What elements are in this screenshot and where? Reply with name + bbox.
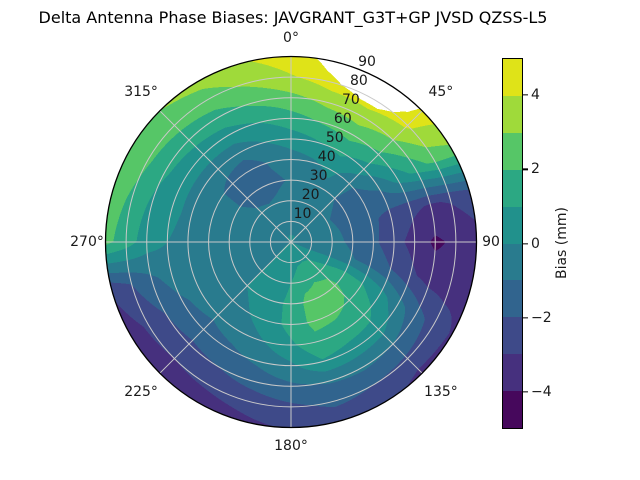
colorbar-segment: [503, 243, 522, 281]
colorbar-tick-label: −4: [531, 383, 552, 400]
colorbar-tick: [523, 94, 528, 96]
colorbar-segment: [503, 95, 522, 133]
chart-title: Delta Antenna Phase Biases: JAVGRANT_G3T…: [38, 8, 548, 27]
colorbar-segment: [503, 132, 522, 170]
colorbar-tick-label: 2: [531, 161, 540, 178]
azimuth-tick-label-180: 180°: [274, 438, 308, 454]
colorbar-segment: [503, 280, 522, 318]
colorbar-tick: [523, 391, 528, 393]
colorbar-segment: [503, 169, 522, 207]
azimuth-tick-label-270: 270°: [70, 234, 104, 250]
colorbar-segment: [503, 59, 522, 96]
azimuth-tick-label-90: 90: [482, 234, 500, 250]
colorbar-tick: [523, 168, 528, 170]
colorbar-segment: [503, 206, 522, 244]
colorbar-tick-label: 0: [531, 235, 540, 252]
colorbar-segment: [503, 354, 522, 392]
colorbar: [502, 58, 523, 429]
colorbar-tick-label: 4: [531, 87, 540, 104]
colorbar-axis-label: Bias (mm): [554, 206, 570, 280]
colorbar-tick: [523, 242, 528, 245]
colorbar-segment: [503, 317, 522, 355]
polar-contour-plot: [103, 54, 479, 430]
colorbar-tick-label: −2: [531, 309, 552, 326]
colorbar-segment: [503, 391, 522, 429]
colorbar-tick: [523, 317, 528, 319]
azimuth-tick-label-0: 0°: [283, 30, 299, 46]
